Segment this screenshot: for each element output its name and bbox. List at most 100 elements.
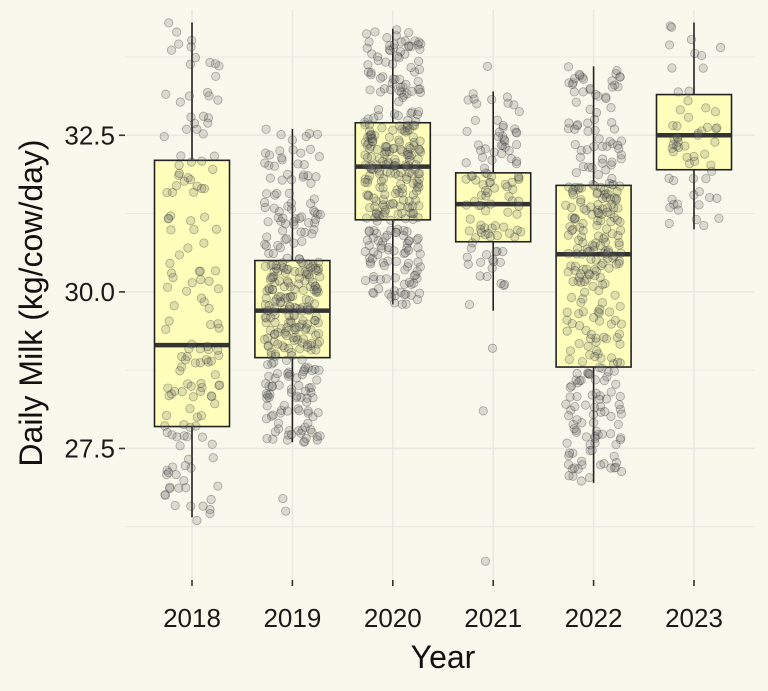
data-point (305, 272, 315, 282)
data-point (487, 94, 497, 105)
data-point (402, 126, 413, 136)
data-point (595, 304, 605, 314)
data-point (602, 207, 612, 217)
data-point (373, 55, 383, 66)
data-point (273, 266, 283, 276)
data-point (372, 52, 383, 62)
data-point (199, 238, 209, 248)
data-point (175, 441, 185, 451)
data-point (612, 186, 622, 197)
data-point (561, 399, 571, 409)
data-point (596, 216, 606, 226)
data-point (594, 308, 604, 318)
iqr-box (354, 121, 432, 221)
data-point (566, 292, 577, 303)
data-point (297, 425, 307, 435)
data-point (502, 92, 513, 102)
outlier-point (482, 61, 493, 71)
data-point (180, 355, 191, 365)
data-point (413, 56, 424, 66)
data-point (499, 134, 509, 145)
data-point (197, 156, 207, 166)
data-point (585, 369, 595, 380)
data-point (563, 459, 574, 470)
data-point (568, 224, 578, 234)
data-point (489, 147, 499, 157)
data-point (586, 254, 596, 264)
data-point (470, 115, 480, 126)
data-point (308, 277, 318, 287)
data-point (576, 232, 587, 242)
data-point (362, 140, 372, 150)
data-point (589, 241, 599, 251)
data-point (411, 116, 421, 127)
data-point (314, 257, 324, 267)
data-point (512, 209, 522, 219)
data-point (276, 261, 287, 271)
data-point (214, 380, 224, 391)
data-point (489, 257, 499, 267)
data-point (492, 246, 502, 256)
data-point (383, 256, 393, 266)
data-point (208, 164, 218, 174)
data-point (294, 273, 305, 283)
data-point (260, 158, 270, 168)
data-point (701, 103, 711, 113)
data-point (269, 303, 279, 313)
data-point (404, 155, 415, 165)
data-point (672, 132, 682, 142)
data-point (172, 27, 182, 37)
data-point (313, 408, 323, 418)
data-point (303, 259, 313, 269)
data-point (710, 107, 720, 117)
data-point (375, 154, 385, 164)
data-point (162, 470, 172, 480)
data-point (367, 136, 378, 146)
data-point (596, 260, 606, 271)
data-point (313, 318, 323, 328)
data-point (404, 142, 414, 152)
data-point (280, 293, 290, 303)
data-point (261, 124, 271, 134)
data-point (409, 120, 420, 131)
data-point (363, 190, 374, 200)
data-point (691, 214, 702, 225)
data-point (481, 250, 492, 260)
data-point (378, 174, 389, 184)
data-point (261, 414, 272, 424)
data-point (198, 129, 208, 139)
data-point (284, 188, 294, 198)
data-point (363, 138, 374, 148)
data-point (171, 181, 181, 191)
data-point (665, 21, 675, 31)
data-point (290, 303, 300, 313)
data-point (363, 67, 373, 77)
data-point (579, 204, 589, 214)
data-point (590, 181, 600, 191)
data-point (582, 244, 592, 254)
data-point (264, 285, 274, 295)
data-point (412, 177, 422, 187)
data-point (288, 333, 298, 343)
data-point (414, 144, 424, 154)
data-point (303, 406, 313, 416)
data-point (615, 181, 625, 191)
data-point (296, 392, 306, 402)
data-point (276, 216, 286, 226)
data-point (414, 64, 425, 75)
data-point (585, 85, 595, 95)
data-point (606, 217, 616, 227)
data-point (402, 172, 412, 182)
data-point (368, 233, 378, 243)
data-point (301, 131, 311, 142)
data-point (383, 158, 393, 168)
data-point (697, 126, 707, 136)
data-point (388, 198, 398, 208)
data-point (299, 160, 309, 170)
data-point (372, 145, 382, 155)
data-point (369, 288, 379, 298)
data-point (593, 430, 603, 440)
data-point (294, 381, 304, 391)
data-point (261, 241, 272, 251)
